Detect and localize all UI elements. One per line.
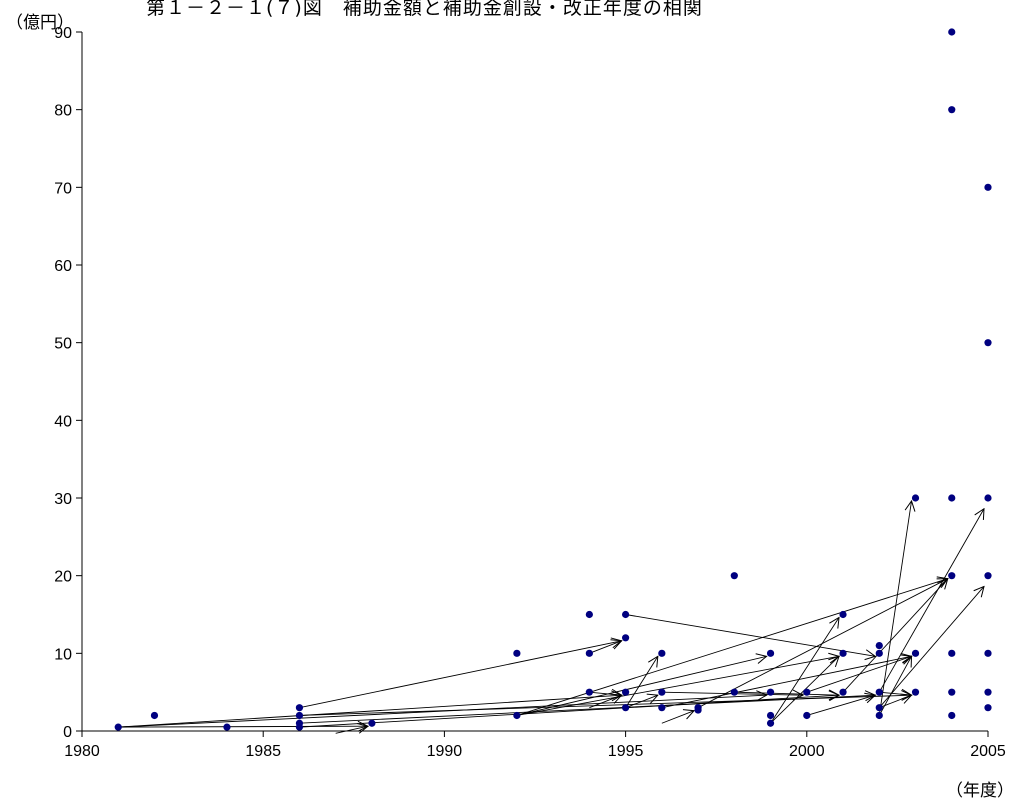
y-tick-label: 60 — [54, 258, 72, 275]
data-point — [875, 688, 883, 696]
change-arrow — [516, 656, 839, 716]
y-tick-label: 10 — [54, 646, 72, 663]
change-arrow — [625, 695, 658, 709]
change-arrow — [625, 656, 658, 708]
data-point — [513, 649, 521, 657]
data-point — [875, 641, 883, 650]
data-point — [585, 610, 593, 619]
data-point — [295, 719, 304, 727]
data-point — [766, 711, 775, 720]
change-arrow — [661, 711, 694, 724]
data-point — [803, 688, 811, 696]
y-tick-label: 20 — [54, 569, 72, 586]
change-arrow — [118, 695, 621, 728]
data-point — [875, 704, 883, 712]
change-arrow — [806, 695, 875, 716]
data-point — [658, 649, 666, 657]
change-arrow — [299, 695, 911, 716]
arrow-layer — [118, 501, 984, 734]
y-tick-label: 40 — [54, 413, 72, 430]
y-axis-label: （億円） — [6, 13, 74, 33]
data-point — [622, 610, 630, 619]
data-point — [585, 688, 593, 696]
change-arrow — [879, 692, 911, 695]
x-tick-label: 2005 — [970, 743, 1006, 760]
change-arrow — [878, 509, 984, 693]
data-point — [295, 704, 304, 712]
data-point — [984, 688, 992, 696]
change-arrow — [879, 695, 911, 709]
data-point — [658, 704, 666, 712]
x-tick-label: 2000 — [789, 743, 825, 760]
data-point — [911, 649, 920, 657]
data-point — [984, 183, 992, 191]
data-point — [875, 649, 883, 657]
data-point — [622, 704, 630, 712]
data-point — [803, 711, 811, 720]
data-point — [948, 28, 956, 36]
data-point — [984, 572, 992, 580]
data-point — [948, 649, 956, 657]
data-point — [295, 711, 304, 720]
data-point — [513, 711, 521, 720]
data-point — [766, 688, 775, 696]
y-tick-label: 30 — [54, 491, 72, 508]
data-point — [622, 634, 630, 642]
data-point — [766, 649, 775, 657]
y-tick-label: 90 — [54, 25, 72, 42]
x-tick-label: 1990 — [427, 743, 463, 760]
data-point — [114, 723, 122, 731]
change-arrow — [118, 726, 368, 727]
data-point — [150, 711, 159, 720]
chart-title: 第１－２－１(７)図 補助金額と補助金創設・改正年度の相関 — [146, 0, 703, 19]
data-point — [984, 494, 992, 502]
change-arrow — [335, 726, 368, 734]
data-point — [730, 572, 738, 580]
x-tick-label: 1980 — [64, 743, 100, 760]
data-point — [839, 610, 847, 619]
x-tick-label: 1995 — [608, 743, 644, 760]
data-point — [984, 649, 992, 657]
data-point — [223, 723, 231, 731]
data-point — [948, 711, 956, 720]
data-point — [911, 494, 920, 502]
change-arrow — [734, 692, 839, 695]
change-arrow — [842, 579, 948, 693]
data-point — [622, 688, 630, 696]
data-point — [948, 494, 956, 502]
change-arrow — [589, 692, 621, 695]
data-point — [839, 649, 847, 657]
x-axis-label: （年度） — [946, 781, 1014, 801]
y-tick-label: 80 — [54, 103, 72, 120]
data-point — [948, 106, 956, 114]
data-point — [585, 649, 593, 657]
change-arrow — [516, 656, 767, 716]
data-point — [694, 706, 702, 714]
data-point — [984, 704, 992, 712]
data-point — [730, 688, 738, 696]
y-tick-label: 70 — [54, 180, 72, 197]
change-arrow — [589, 641, 621, 654]
data-point — [984, 339, 992, 347]
data-point — [658, 688, 666, 696]
data-point — [766, 719, 775, 727]
y-tick-label: 0 — [63, 724, 72, 741]
data-point — [948, 572, 956, 580]
data-point — [839, 688, 847, 696]
change-arrow — [878, 586, 984, 708]
change-arrow — [770, 618, 839, 724]
change-arrow — [625, 614, 876, 657]
change-arrow — [661, 656, 912, 709]
x-tick-label: 1985 — [245, 743, 281, 760]
change-arrow — [299, 641, 621, 709]
data-point — [948, 688, 956, 696]
y-tick-label: 50 — [54, 336, 72, 353]
data-point — [368, 719, 376, 727]
point-layer — [114, 28, 992, 731]
data-point — [875, 711, 883, 720]
change-arrow — [878, 501, 911, 716]
axes: 0 10 20 30 40 50 60 70 80 90 1980 1985 1990 1995 2000 2… — [54, 25, 1006, 760]
data-point — [911, 688, 920, 696]
